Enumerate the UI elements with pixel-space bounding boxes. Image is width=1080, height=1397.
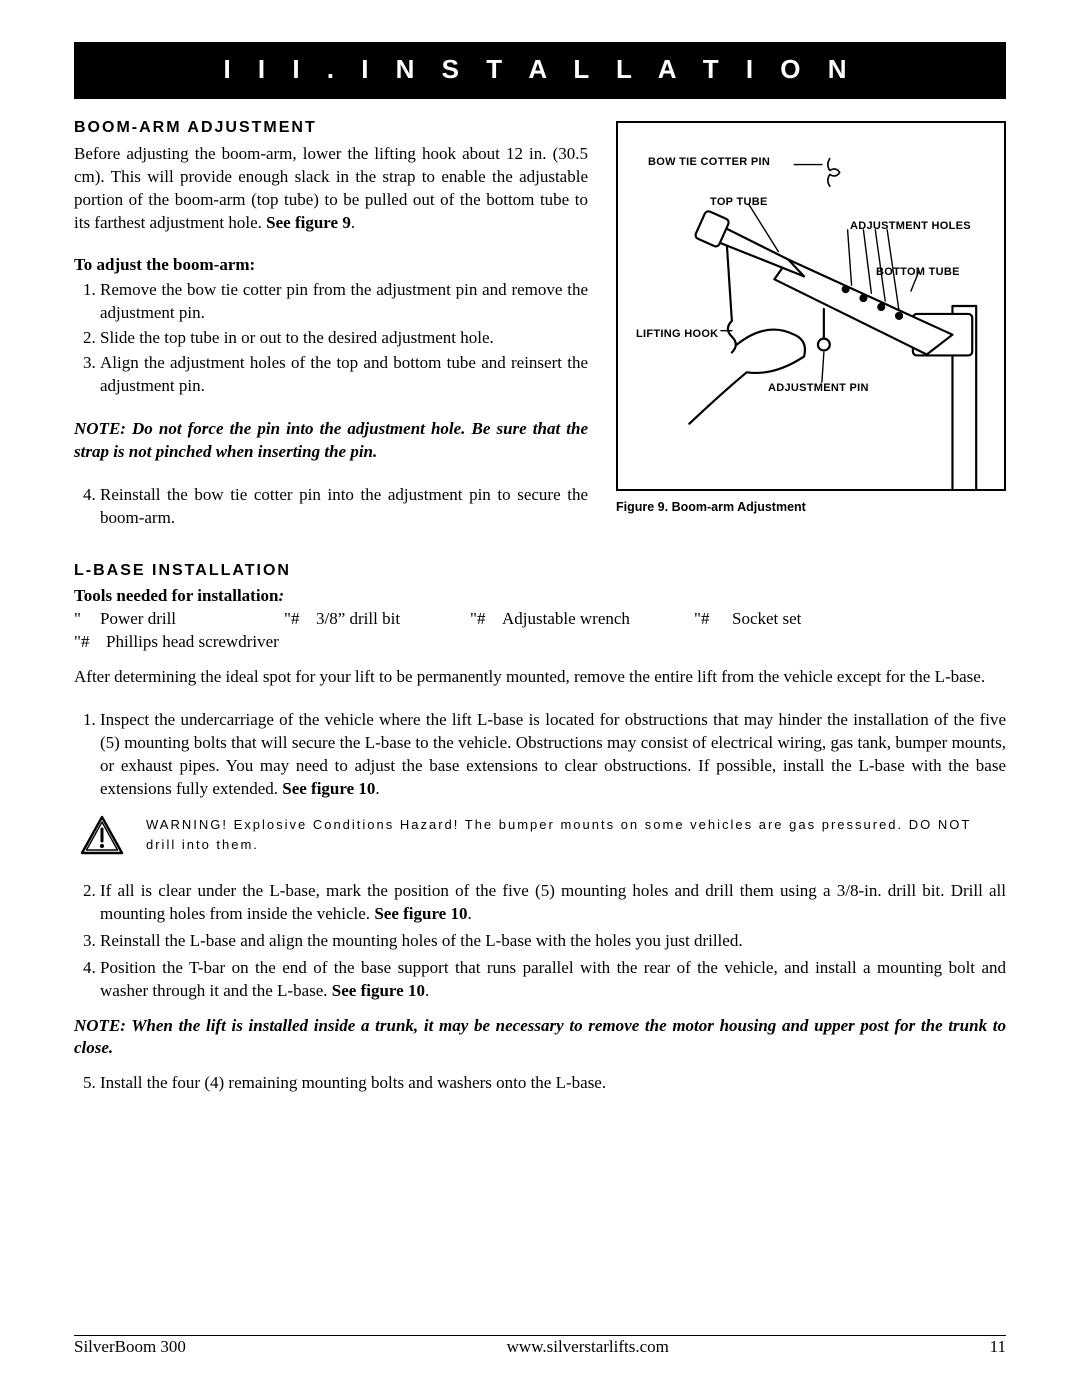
tool-text-5: Phillips head screwdriver	[106, 631, 279, 654]
tool-bullet-3: "#	[470, 608, 502, 631]
footer-center: www.silverstarlifts.com	[507, 1336, 669, 1359]
label-toptube: TOP TUBE	[710, 195, 768, 210]
lbase-step-3: Reinstall the L-base and align the mount…	[100, 930, 1006, 953]
warning-text: WARNING! Explosive Conditions Hazard! Th…	[146, 815, 1006, 855]
lbase-step-5: Install the four (4) remaining mounting …	[100, 1072, 1006, 1095]
section-banner: I I I . I N S T A L L A T I O N	[74, 42, 1006, 99]
figure-9-svg	[618, 123, 1004, 489]
lbase-step-3-text: Reinstall the L-base and align the mount…	[100, 931, 743, 950]
intro-see-fig: See figure 9	[266, 213, 351, 232]
adjust-note: NOTE: Do not force the pin into the adju…	[74, 418, 588, 464]
tools-row-2: "# Phillips head screwdriver	[74, 631, 1006, 654]
lbase-step-4-text: Position the T-bar on the end of the bas…	[100, 958, 1006, 1000]
adjust-subhead: To adjust the boom-arm:	[74, 254, 588, 277]
lbase-step-4-bold: See figure 10	[332, 981, 425, 1000]
label-bowtie: BOW TIE COTTER PIN	[648, 155, 770, 170]
right-column: BOW TIE COTTER PIN TOP TUBE ADJUSTMENT H…	[616, 117, 1006, 516]
tool-bullet-5: "#	[74, 631, 106, 654]
page-footer: SilverBoom 300 www.silverstarlifts.com 1…	[74, 1335, 1006, 1359]
lbase-step-4: Position the T-bar on the end of the bas…	[100, 957, 1006, 1003]
footer-left: SilverBoom 300	[74, 1336, 186, 1359]
label-adjpin: ADJUSTMENT PIN	[768, 381, 869, 396]
lbase-after: After determining the ideal spot for you…	[74, 666, 1006, 689]
lbase-step-1: Inspect the undercarriage of the vehicle…	[100, 709, 1006, 801]
tool-bullet-4: "#	[694, 608, 732, 631]
footer-right: 11	[990, 1336, 1006, 1359]
lbase-steps-1: Inspect the undercarriage of the vehicle…	[74, 709, 1006, 801]
tools-heading: Tools needed for installation:	[74, 585, 1006, 608]
adjust-steps-cont: Reinstall the bow tie cotter pin into th…	[74, 484, 588, 530]
lbase-steps-2: If all is clear under the L-base, mark t…	[74, 880, 1006, 1003]
lbase-heading: L-BASE INSTALLATION	[74, 560, 1006, 582]
top-two-column: BOOM-ARM ADJUSTMENT Before adjusting the…	[74, 117, 1006, 532]
adjust-steps: Remove the bow tie cotter pin from the a…	[74, 279, 588, 398]
boom-arm-heading: BOOM-ARM ADJUSTMENT	[74, 117, 588, 139]
warning-icon	[80, 815, 124, 862]
lbase-step-1-text: Inspect the undercarriage of the vehicle…	[100, 710, 1006, 798]
boom-arm-intro: Before adjusting the boom-arm, lower the…	[74, 143, 588, 235]
lbase-step-2-text: If all is clear under the L-base, mark t…	[100, 881, 1006, 923]
period: .	[351, 213, 355, 232]
tool-text-2: 3/8” drill bit	[316, 608, 470, 631]
left-column: BOOM-ARM ADJUSTMENT Before adjusting the…	[74, 117, 588, 532]
label-bottomtube: BOTTOM TUBE	[876, 265, 960, 280]
label-adjholes: ADJUSTMENT HOLES	[850, 219, 971, 234]
tools-colon: :	[279, 586, 285, 605]
lbase-note2: NOTE: When the lift is installed inside …	[74, 1015, 1006, 1061]
lbase-step-1-bold: See figure 10	[282, 779, 375, 798]
tool-text-1: Power drill	[100, 608, 284, 631]
tools-head-text: Tools needed for installation	[74, 586, 279, 605]
adjust-step-2: Slide the top tube in or out to the desi…	[100, 327, 588, 350]
tool-text-4: Socket set	[732, 608, 801, 631]
lbase-step-2: If all is clear under the L-base, mark t…	[100, 880, 1006, 926]
tool-bullet-1: "	[74, 608, 100, 631]
warning-row: WARNING! Explosive Conditions Hazard! Th…	[74, 815, 1006, 862]
tool-bullet-2: "#	[284, 608, 316, 631]
figure-9-box: BOW TIE COTTER PIN TOP TUBE ADJUSTMENT H…	[616, 121, 1006, 491]
adjust-step-1: Remove the bow tie cotter pin from the a…	[100, 279, 588, 325]
lbase-steps-3: Install the four (4) remaining mounting …	[74, 1072, 1006, 1095]
figure-9-caption: Figure 9. Boom-arm Adjustment	[616, 499, 1006, 516]
tool-text-3: Adjustable wrench	[502, 608, 694, 631]
adjust-step-3: Align the adjustment holes of the top an…	[100, 352, 588, 398]
label-lifthook: LIFTING HOOK	[636, 327, 718, 342]
adjust-step-4: Reinstall the bow tie cotter pin into th…	[100, 484, 588, 530]
lbase-step-2-bold: See figure 10	[374, 904, 467, 923]
tools-row: " Power drill "# 3/8” drill bit "# Adjus…	[74, 608, 1006, 631]
